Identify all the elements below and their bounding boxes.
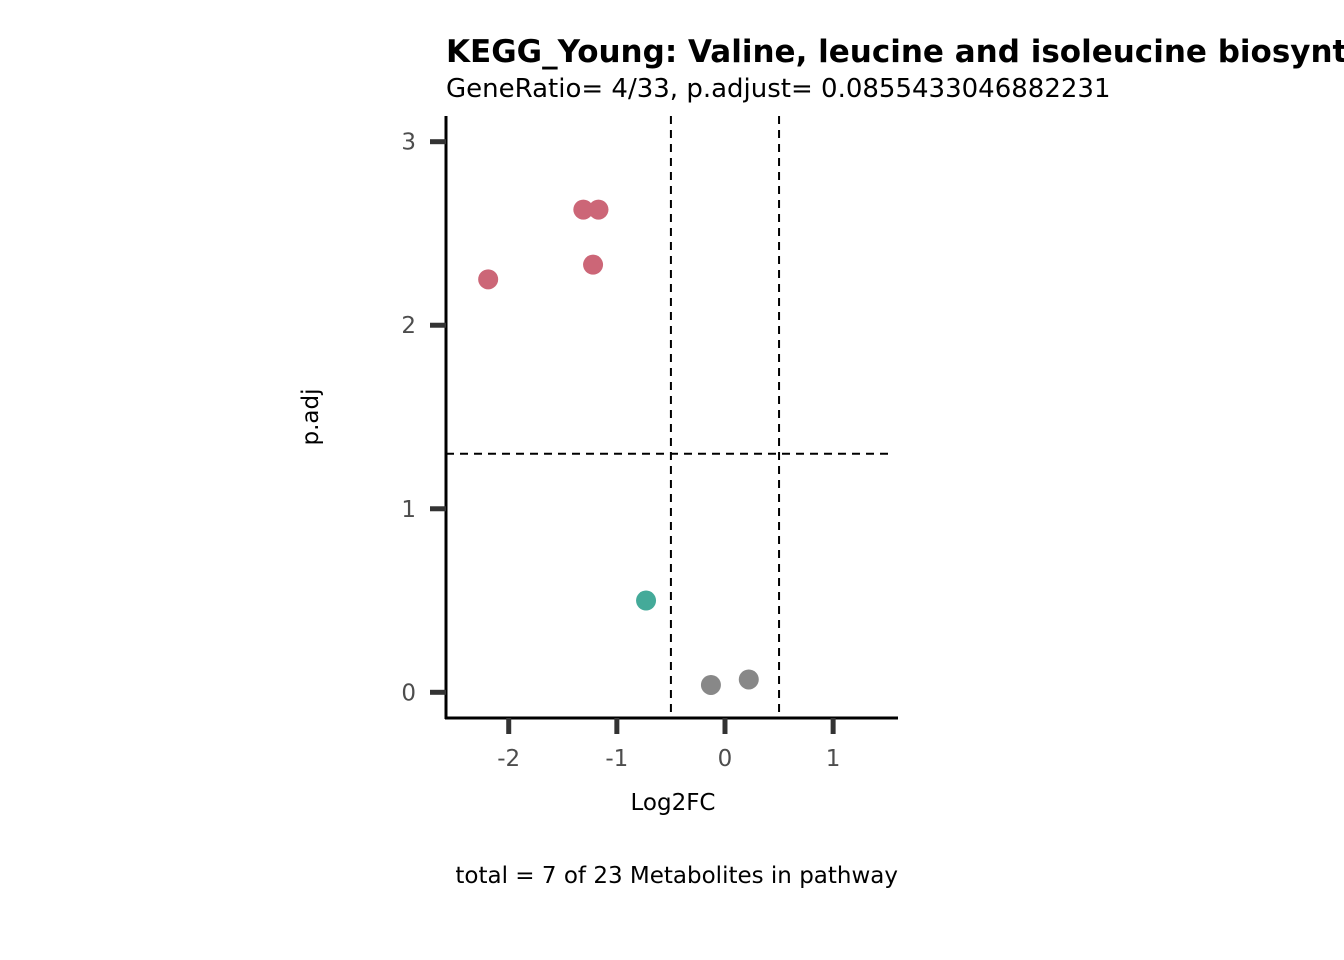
chart-subtitle: GeneRatio= 4/33, p.adjust= 0.08554330468… xyxy=(446,74,1111,104)
reference-lines xyxy=(446,116,892,718)
chart-title: KEGG_Young: Valine, leucine and isoleuci… xyxy=(446,34,1344,70)
point-ns-7 xyxy=(738,669,759,690)
point-up-3 xyxy=(583,254,604,275)
point-up-2 xyxy=(588,199,609,220)
x-tick-label: -2 xyxy=(497,746,520,772)
y-axis-title: p.adj xyxy=(298,389,324,446)
y-tick-label: 1 xyxy=(401,497,416,523)
data-points xyxy=(478,199,759,695)
point-ns-6 xyxy=(700,674,721,695)
point-up-1 xyxy=(573,199,594,220)
x-tick-label: -1 xyxy=(605,746,628,772)
x-tick-label: 0 xyxy=(718,746,733,772)
y-tick-label: 2 xyxy=(401,313,416,339)
y-tick-label: 3 xyxy=(401,130,416,156)
x-axis-title: Log2FC xyxy=(630,790,715,816)
axes: -2 -1 0 1 0 1 2 3 xyxy=(401,116,898,772)
point-up-4 xyxy=(478,269,499,290)
x-tick-label: 1 xyxy=(826,746,841,772)
chart-caption: total = 7 of 23 Metabolites in pathway xyxy=(455,863,898,889)
point-down-5 xyxy=(636,590,657,611)
y-tick-label: 0 xyxy=(401,680,416,706)
